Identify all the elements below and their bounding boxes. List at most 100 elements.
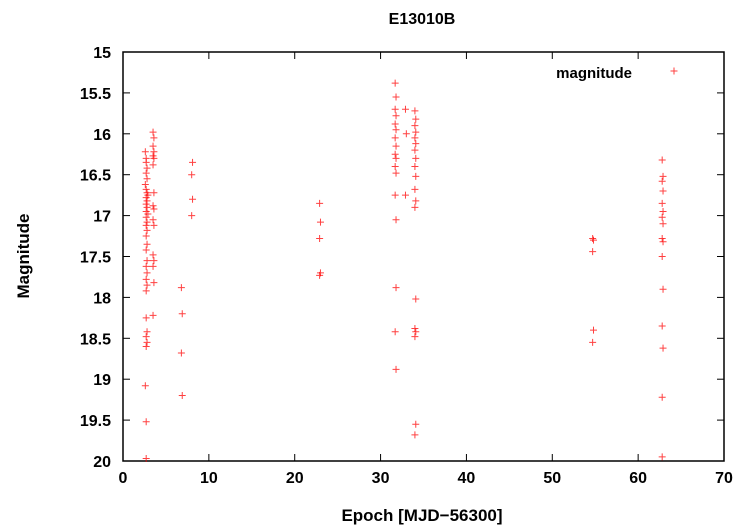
data-point <box>143 197 151 205</box>
data-point <box>149 251 157 259</box>
data-point <box>401 191 409 199</box>
data-point <box>189 158 197 166</box>
data-point <box>149 128 157 136</box>
data-point <box>392 154 400 162</box>
data-point <box>141 181 149 189</box>
data-point <box>411 185 419 193</box>
data-point <box>412 128 420 136</box>
data-point <box>391 150 399 158</box>
data-point <box>142 232 150 240</box>
data-point <box>392 216 400 224</box>
y-tick-label: 17.5 <box>80 250 111 267</box>
data-point <box>142 200 150 208</box>
data-point <box>149 262 157 270</box>
data-point <box>659 187 667 195</box>
data-point <box>178 392 186 400</box>
data-point <box>658 453 666 461</box>
data-point <box>142 287 150 295</box>
data-point <box>659 285 667 293</box>
data-point <box>143 203 151 211</box>
data-point <box>392 93 400 101</box>
data-point <box>411 333 419 341</box>
plot-frame <box>122 51 725 462</box>
data-point <box>150 189 158 197</box>
data-point <box>392 112 400 120</box>
legend: magnitude <box>556 65 678 82</box>
data-point <box>141 382 149 390</box>
data-point <box>143 257 151 265</box>
y-tick-label: 18 <box>93 290 111 307</box>
data-point <box>143 269 151 277</box>
x-tick-label: 0 <box>119 470 128 487</box>
data-point <box>659 238 667 246</box>
data-point <box>658 253 666 260</box>
data-point <box>150 279 158 287</box>
data-point <box>589 236 597 244</box>
data-point <box>391 120 399 128</box>
data-point <box>658 156 666 164</box>
data-point <box>149 142 157 150</box>
data-point <box>149 161 157 169</box>
data-point <box>411 107 419 115</box>
data-point <box>316 271 324 279</box>
x-tick-label: 10 <box>200 470 218 487</box>
data-point <box>412 154 420 162</box>
data-point <box>589 248 597 256</box>
data-point <box>150 257 158 265</box>
data-point <box>150 134 158 142</box>
y-tick-label: 19 <box>93 372 111 389</box>
data-point <box>316 199 324 207</box>
y-tick-label: 15.5 <box>80 86 111 103</box>
data-point <box>142 418 150 426</box>
data-point <box>143 218 151 226</box>
data-point <box>589 338 597 346</box>
data-point <box>391 134 399 142</box>
data-point <box>143 281 151 289</box>
data-point <box>316 218 324 226</box>
data-point <box>658 322 666 330</box>
data-point <box>143 164 151 172</box>
data-point <box>150 148 158 156</box>
data-point <box>142 333 150 341</box>
data-point <box>391 79 399 87</box>
data-point <box>392 126 400 134</box>
data-point <box>412 420 420 428</box>
data-point <box>658 177 666 185</box>
data-point <box>141 148 149 156</box>
data-point <box>142 169 150 177</box>
data-point <box>658 393 666 401</box>
x-axis: 0 10 20 30 40 50 60 70 <box>119 52 733 487</box>
x-tick-label: 50 <box>543 470 561 487</box>
data-point <box>392 365 400 373</box>
data-point <box>142 194 150 202</box>
data-point <box>143 226 151 234</box>
data-point <box>659 220 667 228</box>
data-point <box>589 235 597 243</box>
data-point <box>177 349 185 357</box>
y-tick-label: 20 <box>93 454 111 471</box>
data-point <box>412 140 420 148</box>
y-tick-label: 16.5 <box>80 168 111 185</box>
data-point <box>659 172 667 180</box>
data-point <box>411 431 419 439</box>
data-point <box>412 172 420 180</box>
data-point <box>412 328 420 336</box>
chart-title: E13010B <box>389 11 456 28</box>
data-point <box>391 328 399 336</box>
data-point <box>189 195 197 203</box>
data-point <box>143 338 151 346</box>
data-point <box>143 328 151 336</box>
y-tick-label: 18.5 <box>80 331 111 348</box>
data-point <box>391 105 399 113</box>
data-points <box>141 79 667 463</box>
y-tick-label: 15 <box>93 45 111 62</box>
data-point <box>188 171 196 179</box>
y-axis-label: Magnitude <box>14 214 33 299</box>
data-point <box>142 455 150 463</box>
data-point <box>659 344 667 352</box>
data-point <box>391 191 399 199</box>
data-point <box>392 142 400 150</box>
data-point <box>144 210 152 218</box>
data-point <box>149 202 157 210</box>
